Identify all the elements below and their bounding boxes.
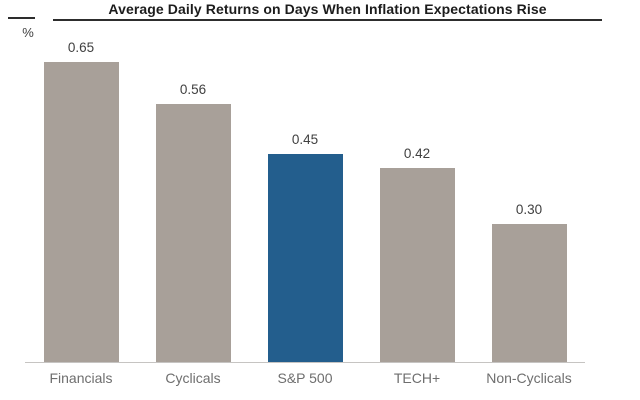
bar — [267, 154, 343, 362]
bar — [43, 62, 119, 362]
x-axis-tick-label: S&P 500 — [277, 370, 333, 386]
bar — [379, 168, 455, 362]
bar — [491, 224, 567, 362]
x-axis-line — [25, 362, 585, 363]
bar-value-label: 0.45 — [291, 132, 319, 147]
x-axis-tick-label: Non-Cyclicals — [486, 370, 572, 386]
bar — [155, 104, 231, 362]
x-axis-tick-label: TECH+ — [393, 370, 441, 386]
bar-value-label: 0.56 — [179, 82, 207, 97]
bar-value-label: 0.65 — [67, 40, 95, 55]
y-axis-unit-label: % — [22, 25, 34, 40]
bar-value-label: 0.30 — [515, 202, 543, 217]
header-rule-left — [8, 17, 35, 19]
bar-value-label: 0.42 — [403, 146, 431, 161]
x-axis-tick-label: Financials — [49, 370, 113, 386]
x-axis-tick-label: Cyclicals — [165, 370, 221, 386]
chart-title: Average Daily Returns on Days When Infla… — [53, 2, 602, 21]
